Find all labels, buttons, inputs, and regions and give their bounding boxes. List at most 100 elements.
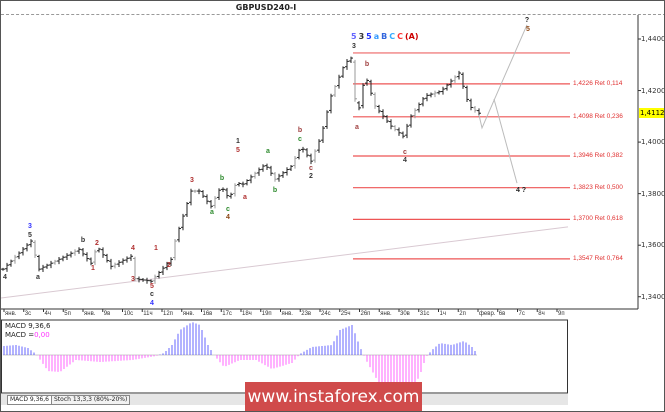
wave-label: 2	[167, 262, 171, 270]
wave-label: 5	[150, 282, 154, 290]
projection-line	[493, 98, 518, 184]
wave-label: b	[219, 174, 225, 182]
time-tick-label: 6в	[498, 311, 506, 317]
macd-name: MACD 9,36,6	[5, 322, 51, 330]
time-tick-label: 2п	[459, 311, 466, 317]
time-tick-label: 11ч	[143, 311, 153, 317]
wave-label: a	[266, 147, 270, 155]
tab-stoch[interactable]: Stoch 13,3,3 (80%-20%)	[51, 395, 131, 405]
time-tick-label: 12п	[163, 311, 173, 317]
wave-label: 3	[131, 275, 135, 283]
wave-label: c	[309, 164, 313, 172]
time-tick-label: 16в	[202, 311, 213, 317]
top-wave-label: B	[381, 32, 388, 41]
projection-line	[478, 24, 528, 130]
time-tick-label: янв.	[281, 311, 293, 317]
wave-label: c	[298, 135, 302, 143]
trendline	[1, 226, 569, 299]
macd-value-label: MACD =	[5, 331, 35, 339]
wave-label: ?	[524, 16, 530, 24]
wave-label: 2	[309, 173, 313, 181]
wave-label: 1	[154, 245, 158, 253]
wave-label: 4	[403, 157, 407, 165]
time-tick-label: 3с	[24, 311, 32, 317]
wave-label: 4 ?	[515, 187, 527, 195]
wave-label: 1	[236, 138, 240, 146]
wave-label: 4	[3, 273, 7, 281]
top-wave-label: 3	[358, 32, 365, 41]
price-tick-label: 1,4000	[641, 138, 665, 147]
time-tick-label: 7с	[518, 311, 525, 317]
time-tick-label: 25ч	[340, 311, 351, 317]
time-tick-label: 31с	[419, 311, 430, 317]
fib-label: 1,4098 Ret 0,236	[573, 112, 623, 120]
chart-title: GBPUSD240-I	[235, 3, 297, 12]
top-wave-label: C	[389, 32, 396, 41]
wave-label: a	[210, 208, 214, 216]
top-wave-label: 5	[351, 32, 357, 41]
wave-label: 4	[131, 245, 135, 253]
price-tick-label: 1,3400	[641, 292, 665, 301]
time-tick-label: 23в	[301, 311, 312, 317]
wave-label: c	[150, 291, 154, 299]
wave-label: 5	[28, 231, 32, 239]
time-tick-label: 24с	[321, 311, 331, 317]
title-divider	[1, 14, 664, 15]
top-wave-label: C	[397, 32, 403, 41]
wave-label: 3	[28, 223, 32, 231]
current-price-marker: 1,4112	[639, 108, 665, 119]
time-tick-label: янв.	[84, 311, 96, 317]
time-tick-label: 26п	[360, 311, 371, 317]
wave-label: a	[243, 194, 247, 202]
top-wave-label: (A)	[405, 32, 419, 41]
fib-label: 1,3946 Ret 0,382	[573, 152, 623, 159]
time-tick-label: 4ч	[44, 311, 51, 317]
top-wave-label: a	[373, 32, 380, 41]
wave-label: 3	[352, 42, 356, 50]
fib-label: 1,4226 Ret 0,114	[573, 79, 623, 87]
time-tick-label: янв.	[182, 311, 195, 317]
wave-label: a	[36, 273, 40, 281]
wave-label: 5	[526, 25, 530, 33]
time-tick-label: 5п	[64, 311, 71, 317]
wave-label: a	[355, 123, 359, 131]
time-tick-label: 30в	[400, 311, 410, 317]
fib-label: 1,3823 Ret 0,500	[573, 183, 623, 191]
price-tick-label: 1,4200	[641, 86, 665, 95]
tab-macd[interactable]: MACD 9,36,6	[7, 395, 52, 405]
watermark: www.instaforex.com	[245, 382, 422, 411]
price-tick-label: 1,3600	[641, 241, 665, 250]
time-tick-label: 8ч	[538, 311, 545, 317]
time-tick-label: 17с	[222, 311, 232, 317]
time-tick-label: 10с	[123, 311, 134, 317]
time-tick-label: 18ч	[242, 311, 252, 317]
time-tick-label: 19п	[261, 311, 272, 317]
wave-label: 3	[190, 177, 194, 184]
wave-label: c	[226, 205, 230, 213]
macd-value: MACD =0,00	[5, 331, 50, 339]
top-wave-label: 5	[366, 32, 372, 41]
wave-label: 5	[236, 146, 240, 154]
wave-label: b	[364, 61, 370, 69]
wave-label: 4	[226, 214, 230, 222]
wave-label: c	[403, 148, 407, 156]
time-tick-label: 9в	[103, 311, 111, 317]
wave-label: b	[272, 187, 278, 195]
time-tick-label: янв.	[5, 311, 17, 317]
time-tick-label: 9п	[558, 311, 565, 317]
wave-label: 2	[95, 239, 99, 247]
fib-label: 1,3700 Ret 0,618	[573, 215, 623, 223]
price-tick-label: 1,3800	[641, 189, 665, 198]
fib-label: 1,3547 Ret 0,764	[573, 254, 623, 262]
time-tick-label: янв.	[380, 311, 392, 317]
wave-label: b	[80, 237, 86, 245]
wave-label: 1	[91, 264, 95, 272]
price-tick-label: 1,4400	[641, 35, 665, 43]
top-wave-labels: 5 3 5 a B C C (A)	[351, 32, 421, 41]
wave-label: 4	[150, 299, 154, 307]
time-tick-label: 1ч	[439, 311, 446, 317]
time-tick-label: февр.	[479, 311, 496, 317]
wave-label: b	[297, 127, 303, 134]
